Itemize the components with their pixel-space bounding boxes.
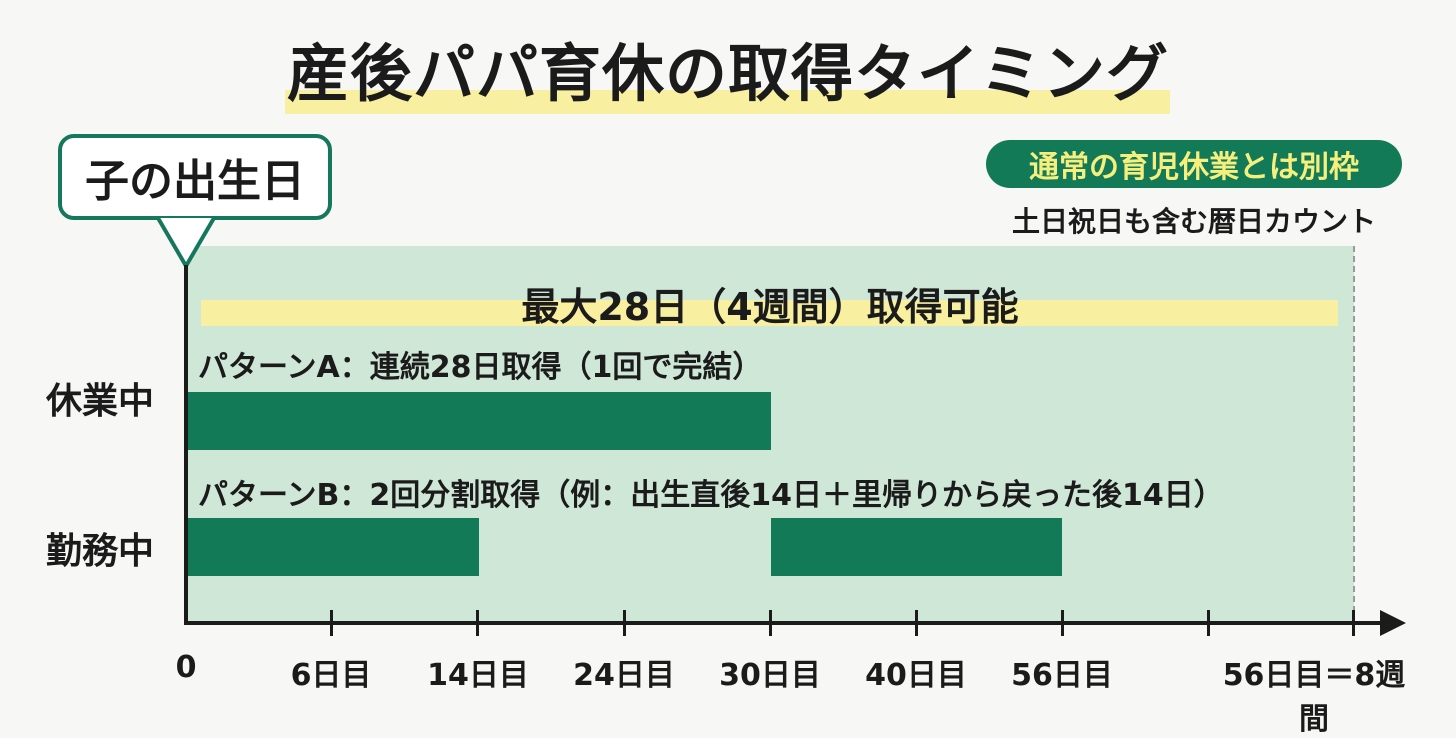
tick-label: 24日目 (573, 658, 675, 693)
x-axis (184, 621, 1382, 625)
max-period-label: 最大28日（4週間）取得可能 (521, 285, 1019, 329)
tick-mark (915, 610, 918, 636)
tick-mark (769, 610, 772, 636)
callout-pointer (156, 218, 216, 268)
pattern-b-bar-1 (188, 518, 479, 576)
pattern-a-label: パターンA：連続28日取得（1回で完結） (198, 350, 763, 385)
tick-mark (1207, 610, 1210, 636)
tick-label-end: 56日目＝8週間 (1222, 658, 1406, 737)
pattern-b-bar-2 (771, 518, 1062, 576)
tick-mark (476, 610, 479, 636)
birth-date-callout: 子の出生日 (58, 134, 332, 220)
tick-label: 40日目 (865, 658, 967, 693)
pattern-b-label: パターンB：2回分割取得（例：出生直後14日＋里帰りから戻った後14日） (198, 478, 1224, 513)
tick-label: 0 (175, 650, 197, 685)
tick-mark (1352, 610, 1355, 636)
title-highlight (285, 90, 1170, 114)
tick-mark (330, 610, 333, 636)
tick-label: 30日目 (719, 658, 821, 693)
calendar-day-note: 土日祝日も含む暦日カウント (1011, 205, 1376, 238)
row-label-on-leave: 休業中 (46, 381, 155, 422)
row-label-working: 勤務中 (46, 531, 155, 572)
end-dashed-line (1353, 246, 1355, 622)
x-axis-arrow (1380, 610, 1406, 636)
tick-label: 6日目 (290, 658, 372, 693)
pattern-a-bar (188, 392, 771, 450)
max-label-highlight (201, 300, 1338, 326)
tick-label: 14日目 (427, 658, 529, 693)
y-axis (184, 265, 188, 625)
separate-framework-badge: 通常の育児休業とは別枠 (986, 140, 1402, 188)
tick-label: 56日目 (1011, 658, 1113, 693)
tick-mark (1061, 610, 1064, 636)
tick-mark (623, 610, 626, 636)
page-title: 産後パパ育休の取得タイミング (286, 37, 1169, 110)
